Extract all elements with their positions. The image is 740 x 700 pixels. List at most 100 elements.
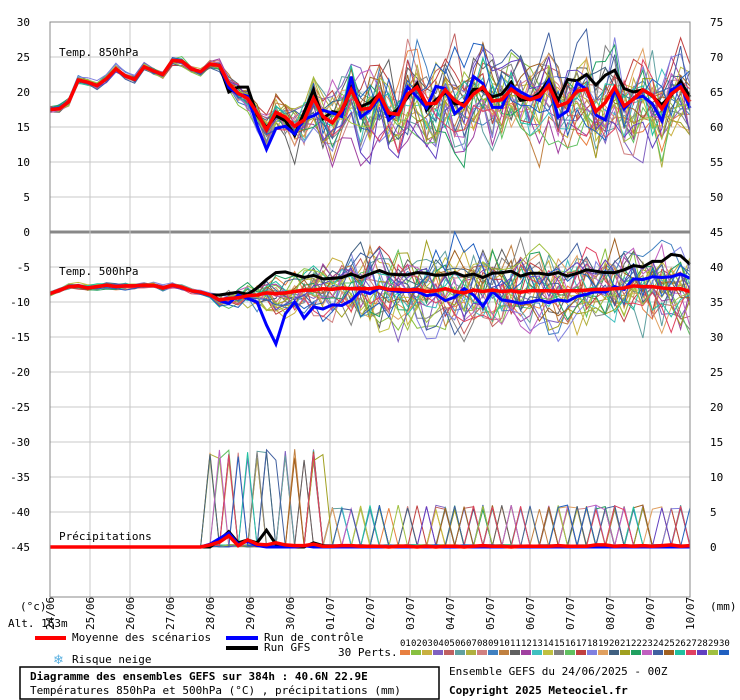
perturbation-legend-swatch [664, 650, 674, 655]
perturbation-legend-label: 24 [653, 639, 664, 649]
perturbation-legend-swatch [675, 650, 685, 655]
date-tick-label: 30/06 [284, 597, 297, 630]
perturbation-legend-label: 05 [444, 639, 455, 649]
perturbation-legend-swatch [609, 650, 619, 655]
perturbation-legend-label: 28 [697, 639, 708, 649]
perturbation-legend-label: 29 [708, 639, 719, 649]
left-tick-label: -30 [10, 436, 30, 449]
right-tick-label: 65 [710, 86, 723, 99]
date-tick-label: 09/07 [644, 597, 657, 630]
perturbation-legend-label: 02 [411, 639, 422, 649]
perturbation-legend-swatch [411, 650, 421, 655]
perturbation-legend-swatch [620, 650, 630, 655]
snowflake-icon: ❄ [53, 653, 64, 668]
right-tick-label: 35 [710, 296, 723, 309]
left-tick-label: 20 [17, 86, 30, 99]
right-tick-label: 30 [710, 331, 723, 344]
perturbation-legend-label: 03 [422, 639, 433, 649]
grid-lines [49, 21, 691, 597]
date-tick-label: 06/07 [524, 597, 537, 630]
perturbation-legend-swatch [499, 650, 509, 655]
perturbation-legend-label: 19 [598, 639, 609, 649]
t850-mean-line [49, 58, 692, 134]
perturbation-legend-swatch [477, 650, 487, 655]
t500-mean-line [49, 283, 691, 302]
date-tick-label: 28/06 [204, 597, 217, 630]
perturbation-legend-label: 10 [499, 639, 510, 649]
panel-label-t850: Temp. 850hPa [59, 46, 138, 59]
right-tick-label: 75 [710, 16, 723, 29]
left-tick-label: 5 [23, 191, 30, 204]
perturbation-legend-swatch [422, 650, 432, 655]
perturbation-legend-label: 21 [620, 639, 631, 649]
perturbation-legend-swatch [532, 650, 542, 655]
perturbation-legend-label: 07 [466, 639, 477, 649]
left-tick-label: 25 [17, 51, 30, 64]
perturbation-legend-label: 20 [609, 639, 620, 649]
perturbation-legend-label: 09 [488, 639, 499, 649]
perturbation-legend-label: 25 [664, 639, 675, 649]
perturbation-legend-swatch [653, 650, 663, 655]
date-tick-label: 10/07 [684, 597, 697, 630]
left-tick-label: -45 [10, 541, 30, 554]
perturbation-legend-swatch [554, 650, 564, 655]
date-tick-label: 25/06 [84, 597, 97, 630]
right-tick-label: 10 [710, 471, 723, 484]
perturbation-legend-swatch [543, 650, 553, 655]
date-tick-label: 02/07 [364, 597, 377, 630]
plot-border [49, 21, 691, 598]
legend-label-gfs: Run GFS [264, 641, 310, 654]
left-tick-label: -25 [10, 401, 30, 414]
perturbation-legend-label: 27 [686, 639, 697, 649]
left-tick-label: -40 [10, 506, 30, 519]
perturbation-legend-swatch [576, 650, 586, 655]
right-tick-label: 5 [710, 506, 717, 519]
left-tick-label: -10 [10, 296, 30, 309]
date-tick-label: 24/06 [44, 597, 57, 630]
precip-mean-line [50, 533, 691, 549]
left-tick-label: -35 [10, 471, 30, 484]
chart-title: Diagramme des ensembles GEFS sur 384h : … [30, 670, 368, 683]
perturbation-line-850 [49, 61, 691, 145]
left-unit-label: (°c) [20, 600, 47, 613]
footer-title-box [19, 666, 440, 700]
perturbation-legend-label: 22 [631, 639, 642, 649]
left-tick-label: -5 [17, 261, 30, 274]
perturbation-legend-label: 17 [576, 639, 587, 649]
right-tick-label: 55 [710, 156, 723, 169]
left-tick-label: 30 [17, 16, 30, 29]
right-tick-label: 0 [710, 541, 717, 554]
right-tick-label: 45 [710, 226, 723, 239]
date-tick-label: 04/07 [444, 597, 457, 630]
perturbation-legend: 01 02 03 04 05 06 07 08 09 10 11 12 13 14 15 16 17 18 19 20… [400, 639, 730, 655]
perturbation-line-850 [49, 36, 691, 133]
perturbation-legend-swatch [466, 650, 476, 655]
perturbation-legend-swatch [708, 650, 718, 655]
perturbation-legend-swatch [631, 650, 641, 655]
date-tick-label: 29/06 [244, 597, 257, 630]
left-tick-label: -20 [10, 366, 30, 379]
perturbation-legend-swatch [444, 650, 454, 655]
right-tick-label: 60 [710, 121, 723, 134]
perturbation-legend-label: 18 [587, 639, 598, 649]
date-tick-label: 07/07 [564, 597, 577, 630]
perturbation-legend-label: 01 [400, 639, 411, 649]
left-tick-label: 0 [23, 226, 30, 239]
perturbation-legend-label: 15 [554, 639, 565, 649]
run-info: Ensemble GEFS du 24/06/2025 - 00Z [449, 665, 668, 678]
perturbation-legend-swatch [455, 650, 465, 655]
date-tick-label: 27/06 [164, 597, 177, 630]
perturbation-legend-swatch [521, 650, 531, 655]
legend-label-mean: Moyenne des scénarios [72, 631, 211, 644]
main-series-lines [49, 58, 692, 549]
panel-label-t500: Temp. 500hPa [59, 265, 138, 278]
left-tick-label: 15 [17, 121, 30, 134]
perturbation-legend-swatch [433, 650, 443, 655]
perturbation-legend-label: 13 [532, 639, 543, 649]
right-tick-label: 50 [710, 191, 723, 204]
perturbation-legend-swatch [642, 650, 652, 655]
right-tick-label: 40 [710, 261, 723, 274]
copyright: Copyright 2025 Meteociel.fr [449, 684, 628, 697]
